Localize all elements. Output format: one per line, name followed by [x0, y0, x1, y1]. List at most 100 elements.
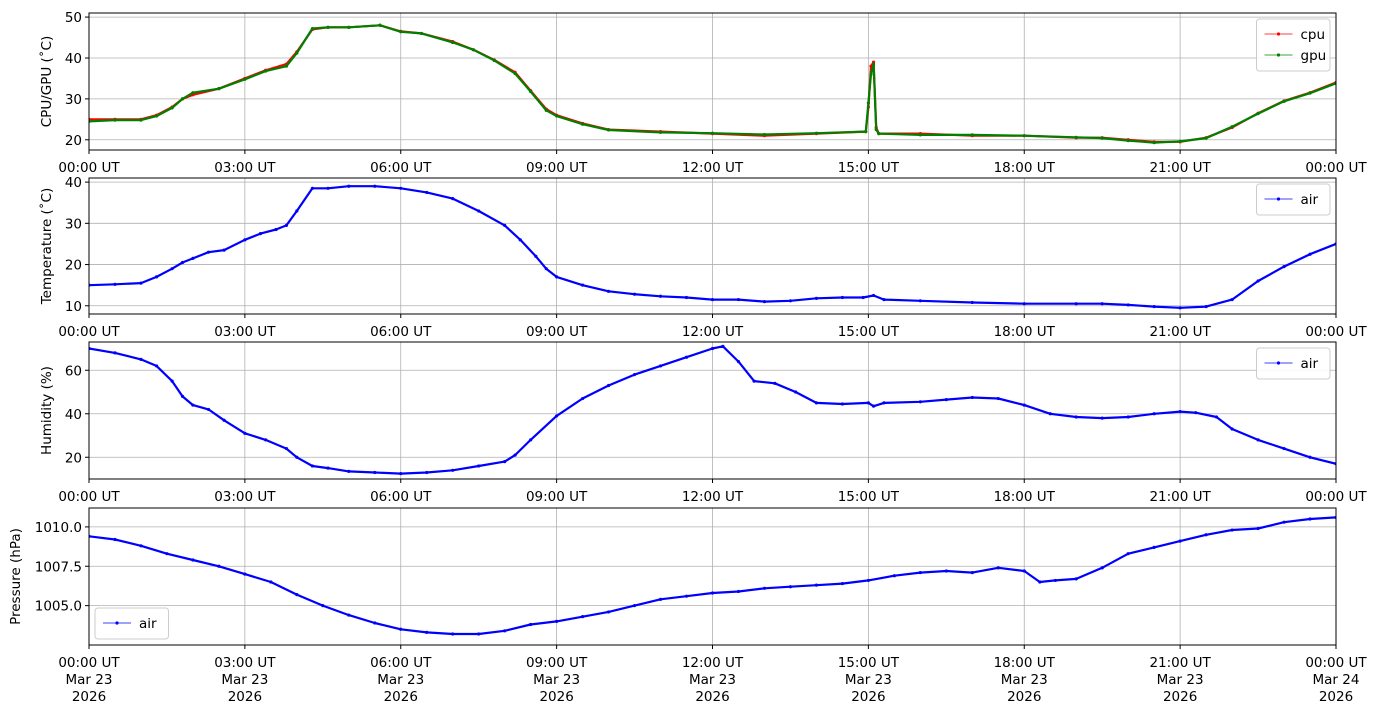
data-point: [326, 186, 330, 190]
data-point: [399, 186, 403, 190]
data-point: [882, 401, 886, 405]
x-tick-label: 2026: [228, 689, 262, 705]
series-group: [89, 184, 1336, 310]
data-point: [284, 446, 289, 451]
data-point: [658, 597, 663, 601]
y-tick-label: 40: [65, 407, 82, 423]
y-tick-label: 20: [65, 450, 82, 466]
data-point: [1074, 577, 1078, 581]
x-tick-label: Mar 23: [221, 672, 268, 688]
data-point: [451, 40, 455, 45]
data-point: [684, 355, 689, 359]
data-point: [632, 604, 637, 608]
legend-label: cpu: [1301, 27, 1326, 43]
y-tick-label: 20: [65, 133, 82, 149]
data-point: [1074, 135, 1078, 139]
data-point: [658, 130, 663, 135]
data-point: [477, 632, 481, 636]
x-tick-label: 00:00 UT: [58, 160, 120, 176]
data-point: [861, 295, 865, 300]
data-point: [1038, 580, 1042, 584]
x-tick-label: 2026: [695, 689, 729, 705]
x-tick-label: 15:00 UT: [838, 324, 900, 340]
data-point: [399, 471, 403, 476]
data-point: [606, 289, 611, 293]
legend-swatch-marker: [1276, 361, 1281, 365]
data-point: [684, 594, 689, 598]
data-point: [1022, 569, 1026, 573]
data-point: [1230, 427, 1234, 431]
data-point: [477, 464, 481, 468]
data-point: [1100, 416, 1104, 420]
legend-swatch-marker: [115, 621, 119, 625]
data-point: [1178, 306, 1182, 310]
data-point: [866, 578, 870, 583]
data-point: [606, 383, 611, 388]
data-point: [721, 344, 725, 348]
data-point: [581, 615, 585, 619]
x-tick-label: Mar 23: [689, 672, 736, 688]
x-tick-label: 18:00 UT: [994, 489, 1056, 505]
data-point: [191, 558, 195, 562]
data-point: [658, 294, 663, 298]
data-point: [1022, 134, 1026, 138]
data-point: [1230, 297, 1234, 302]
data-point: [918, 570, 922, 575]
data-point: [892, 574, 896, 578]
data-point: [1126, 138, 1130, 143]
x-tick-label: 03:00 UT: [214, 324, 276, 340]
x-tick-label: 21:00 UT: [1149, 489, 1211, 505]
x-tick-label: 18:00 UT: [994, 324, 1056, 340]
x-tick-label: 00:00 UT: [1305, 324, 1367, 340]
x-tick-label: 21:00 UT: [1149, 160, 1211, 176]
data-point: [944, 398, 948, 402]
data-point: [918, 400, 922, 404]
data-point: [1126, 552, 1130, 556]
data-point: [788, 299, 793, 303]
data-point: [1074, 302, 1078, 306]
data-point: [154, 364, 159, 368]
y-tick-label: 30: [65, 92, 82, 108]
data-point: [264, 69, 268, 73]
data-point: [1214, 415, 1219, 419]
data-point: [762, 300, 767, 304]
x-tick-label: 09:00 UT: [526, 160, 588, 176]
data-point: [1100, 566, 1104, 570]
data-point: [347, 613, 351, 617]
data-point: [1022, 302, 1026, 306]
x-tick-label: 2026: [72, 689, 106, 705]
chart-panel-2: 10 20 30 40 00:00 UT 03:00 UT 06:00 UT 09:00 UT…: [38, 175, 1367, 340]
data-point: [503, 629, 507, 633]
data-point: [170, 106, 174, 110]
data-point: [191, 403, 195, 407]
data-point: [752, 379, 756, 383]
y-axis-label: Temperature (˚C): [38, 188, 55, 306]
data-point: [1256, 438, 1260, 442]
data-point: [814, 131, 819, 135]
data-point: [243, 77, 247, 81]
data-point: [1204, 136, 1208, 140]
x-tick-label: 18:00 UT: [994, 655, 1056, 671]
data-point: [295, 593, 299, 597]
data-point: [471, 48, 476, 52]
data-point: [970, 570, 974, 575]
data-point: [1282, 99, 1286, 103]
data-point: [191, 256, 195, 260]
data-point: [918, 133, 922, 137]
x-tick-label: 15:00 UT: [838, 655, 900, 671]
x-tick-label: 2026: [1007, 689, 1041, 705]
data-point: [451, 468, 455, 472]
legend: air: [1256, 347, 1331, 380]
data-point: [918, 299, 922, 303]
x-tick-label: 12:00 UT: [682, 160, 744, 176]
legend-label: air: [1301, 356, 1319, 372]
data-point: [864, 129, 868, 134]
data-point: [1126, 415, 1130, 419]
data-point: [736, 359, 741, 364]
data-point: [1048, 412, 1052, 416]
data-point: [544, 267, 548, 271]
data-point: [1152, 412, 1156, 416]
legend-swatch-marker: [1276, 53, 1281, 57]
data-point: [451, 632, 455, 636]
